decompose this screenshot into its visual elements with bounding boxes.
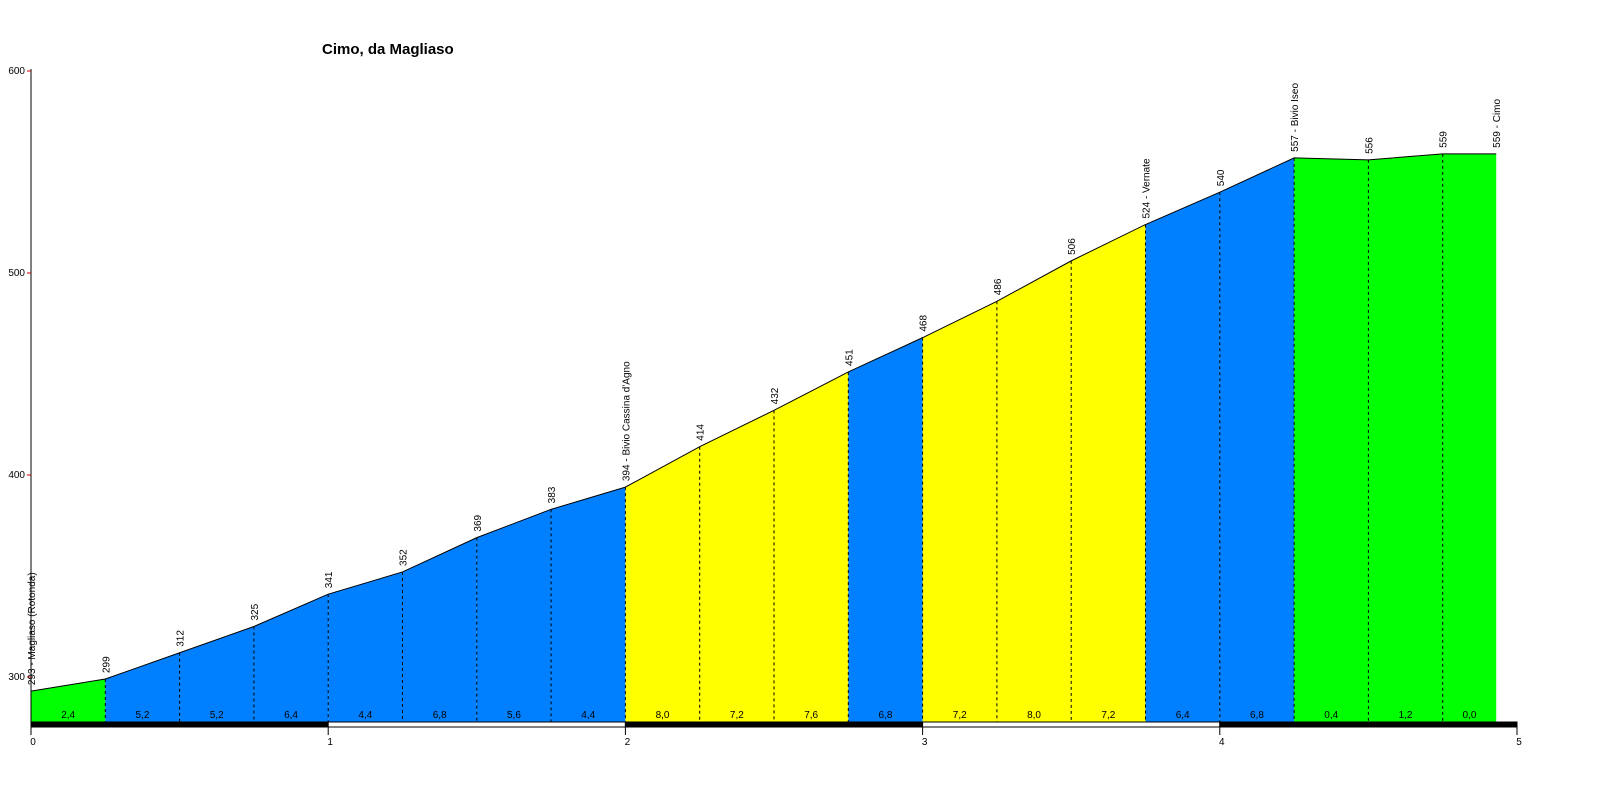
point-elevation-label: 557 - Bivio Iseo (1290, 82, 1301, 151)
point-elevation-label: 383 (547, 486, 558, 503)
profile-segment (774, 371, 849, 722)
km-bar-block (624, 721, 924, 728)
x-tick-label: 3 (922, 737, 928, 748)
segment-grade-label: 0,4 (1324, 710, 1338, 721)
y-tick-label: 600 (8, 66, 25, 77)
segment-grade-label: 0,0 (1462, 710, 1476, 721)
point-elevation-label: 394 - Bivio Cassina d'Agno (621, 361, 632, 481)
profile-segment (1219, 157, 1295, 723)
profile-segment (402, 537, 477, 722)
segment-grade-label: 5,6 (507, 710, 521, 721)
profile-segment (1294, 157, 1369, 723)
segment-grade-label: 7,6 (804, 710, 818, 721)
point-elevation-label: 559 (1439, 131, 1450, 148)
point-elevation-label: 468 (919, 315, 930, 332)
segment-grade-label: 6,8 (878, 710, 892, 721)
x-tick-label: 2 (625, 737, 631, 748)
profile-segment (699, 410, 774, 722)
km-bar-block (30, 721, 329, 728)
point-elevation-label: 299 (101, 656, 112, 673)
segment-grade-label: 1,2 (1399, 710, 1413, 721)
profile-segment (996, 260, 1072, 722)
point-elevation-label: 451 (844, 349, 855, 366)
profile-segment (1368, 153, 1443, 722)
point-elevation-label: 486 (993, 278, 1004, 295)
point-elevation-label: 432 (770, 387, 781, 404)
segment-grade-label: 4,4 (358, 710, 372, 721)
segment-grade-label: 4,4 (581, 710, 595, 721)
profile-segment (105, 652, 180, 722)
point-elevation-label: 369 (473, 514, 484, 531)
chart-title: Cimo, da Magliaso (322, 41, 454, 58)
profile-line (30, 153, 1497, 692)
profile-segment (476, 509, 552, 722)
segment-grade-label: 6,4 (1176, 710, 1190, 721)
km-bar-block (1219, 721, 1518, 728)
point-elevation-label: 559 - Cimo (1492, 98, 1503, 147)
profile-segment (625, 446, 700, 722)
profile-segment (31, 679, 106, 722)
point-elevation-label: 341 (324, 571, 335, 588)
point-elevation-label: 540 (1216, 169, 1227, 186)
profile-segment (328, 571, 403, 722)
segment-grade-label: 7,2 (730, 710, 744, 721)
point-elevation-label: 293 - Magliaso (Rotonda) (27, 572, 38, 685)
profile-segment (1145, 192, 1220, 722)
y-tick-label: 500 (8, 268, 25, 279)
km-bar-block (327, 721, 626, 728)
segment-grade-label: 7,2 (1101, 710, 1115, 721)
y-tick-label: 400 (8, 470, 25, 481)
segment-grade-label: 8,0 (656, 710, 670, 721)
profile-segment (179, 626, 254, 722)
segment-grade-label: 8,0 (1027, 710, 1041, 721)
profile-segment (922, 301, 997, 722)
profile-segment (253, 594, 329, 722)
point-elevation-label: 414 (696, 424, 707, 441)
profile-segment (551, 487, 626, 722)
point-elevation-label: 524 - Vernate (1142, 158, 1153, 218)
segment-grade-label: 6,8 (1250, 710, 1264, 721)
profile-segment (848, 337, 923, 722)
x-tick-label: 0 (30, 737, 36, 748)
x-tick-label: 4 (1219, 737, 1225, 748)
km-bar-block (922, 721, 1221, 728)
segment-grade-label: 6,4 (284, 710, 298, 721)
segment-grade-label: 5,2 (210, 710, 224, 721)
point-elevation-label: 352 (399, 549, 410, 566)
profile-segment (1442, 153, 1497, 722)
point-elevation-label: 556 (1364, 137, 1375, 154)
segment-grade-label: 2,4 (61, 710, 75, 721)
profile-segment (1071, 224, 1146, 722)
point-elevation-label: 325 (250, 603, 261, 620)
point-elevation-label: 312 (176, 630, 187, 647)
point-elevation-label: 506 (1067, 238, 1078, 255)
x-tick-label: 1 (327, 737, 333, 748)
segment-grade-label: 5,2 (135, 710, 149, 721)
segment-grade-label: 7,2 (953, 710, 967, 721)
segment-grade-label: 6,8 (433, 710, 447, 721)
x-tick-label: 5 (1516, 737, 1522, 748)
y-tick-label: 300 (8, 672, 25, 683)
